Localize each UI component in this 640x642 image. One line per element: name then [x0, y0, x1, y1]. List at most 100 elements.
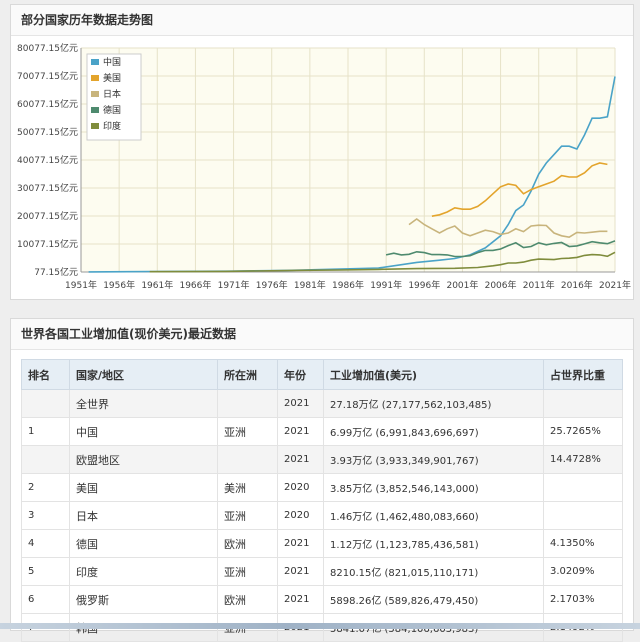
x-tick-label: 2011年	[523, 279, 555, 291]
rank-cell: 1	[21, 417, 70, 446]
col-country: 国家/地区	[69, 359, 218, 390]
value-cell: 3.93万亿 (3,933,349,901,767)	[323, 445, 544, 474]
table-row: 4 德国 欧洲 2021 1.12万亿 (1,123,785,436,581) 4.135…	[21, 529, 623, 558]
y-tick-label: 30077.15亿元	[17, 182, 78, 194]
legend-label: 中国	[103, 56, 121, 68]
year-cell: 2021	[277, 445, 324, 474]
year-cell: 2021	[277, 585, 324, 614]
country-cell: 俄罗斯	[69, 585, 218, 614]
continent-cell: 欧洲	[217, 529, 278, 558]
y-tick-label: 70077.15亿元	[17, 70, 78, 82]
year-cell: 2021	[277, 529, 324, 558]
country-cell: 德国	[69, 529, 218, 558]
country-cell: 中国	[69, 417, 218, 446]
x-tick-label: 2016年	[561, 279, 593, 291]
continent-cell: 亚洲	[217, 557, 278, 586]
table-row: 5 印度 亚洲 2021 8210.15亿 (821,015,110,171) 3.020…	[21, 557, 623, 586]
value-cell: 1.12万亿 (1,123,785,436,581)	[323, 529, 544, 558]
legend-swatch	[91, 75, 99, 81]
y-tick-label: 40077.15亿元	[17, 154, 78, 166]
table-row: 6 俄罗斯 欧洲 2021 5898.26亿 (589,826,479,450) 2.17…	[21, 585, 623, 614]
rank-cell	[21, 389, 70, 418]
x-tick-label: 2001年	[446, 279, 478, 291]
value-cell: 5898.26亿 (589,826,479,450)	[323, 585, 544, 614]
table-row: 2 美国 美洲 2020 3.85万亿 (3,852,546,143,000)	[21, 473, 623, 502]
horizontal-scrollbar[interactable]	[0, 623, 640, 629]
table-header-row: 排名 国家/地区 所在洲 年份 工业增加值(美元) 占世界比重	[21, 359, 623, 390]
col-rank: 排名	[21, 359, 70, 390]
col-continent: 所在洲	[217, 359, 278, 390]
industry-value-table: 排名 国家/地区 所在洲 年份 工业增加值(美元) 占世界比重 全世界 2021 2…	[21, 359, 623, 642]
series-line-1	[431, 162, 608, 217]
legend-swatch	[91, 59, 99, 65]
legend-swatch	[91, 107, 99, 113]
value-cell: 1.46万亿 (1,462,480,083,660)	[323, 501, 544, 530]
rank-cell: 3	[21, 501, 70, 530]
legend-swatch	[91, 91, 99, 97]
line-chart: 1951年 1956年 1961年 1966年 1971年 1976年 1981年 1986年…	[17, 42, 631, 291]
share-cell: 14.4728%	[543, 445, 623, 474]
y-tick-label: 80077.15亿元	[17, 42, 78, 54]
country-cell: 日本	[69, 501, 218, 530]
share-cell	[543, 501, 623, 530]
x-tick-label: 1986年	[332, 279, 364, 291]
value-cell: 27.18万亿 (27,177,562,103,485)	[323, 389, 544, 418]
continent-cell: 亚洲	[217, 417, 278, 446]
legend-label: 德国	[103, 104, 121, 116]
series-line-2	[408, 218, 608, 239]
year-cell: 2021	[277, 557, 324, 586]
year-cell: 2020	[277, 473, 324, 502]
x-tick-label: 1971年	[218, 279, 250, 291]
continent-cell: 欧洲	[217, 585, 278, 614]
col-year: 年份	[277, 359, 324, 390]
value-cell: 6.99万亿 (6,991,843,696,697)	[323, 417, 544, 446]
table-row: 1 中国 亚洲 2021 6.99万亿 (6,991,843,696,697) 25.72…	[21, 417, 623, 446]
x-tick-label: 1961年	[141, 279, 173, 291]
table-row: 全世界 2021 27.18万亿 (27,177,562,103,485)	[21, 389, 623, 418]
rank-cell: 5	[21, 557, 70, 586]
series-line-4	[149, 251, 616, 273]
continent-cell: 亚洲	[217, 501, 278, 530]
share-cell: 3.0209%	[543, 557, 623, 586]
col-value: 工业增加值(美元)	[323, 359, 544, 390]
value-cell: 8210.15亿 (821,015,110,171)	[323, 557, 544, 586]
col-share: 占世界比重	[543, 359, 623, 390]
y-tick-label: 20077.15亿元	[17, 210, 78, 222]
x-tick-label: 1976年	[256, 279, 288, 291]
legend-label: 日本	[103, 88, 121, 100]
table-panel-title: 世界各国工业增加值(现价美元)最近数据	[11, 319, 633, 350]
share-cell: 2.1703%	[543, 585, 623, 614]
year-cell: 2021	[277, 417, 324, 446]
value-cell: 3.85万亿 (3,852,546,143,000)	[323, 473, 544, 502]
rank-cell: 4	[21, 529, 70, 558]
share-cell: 25.7265%	[543, 417, 623, 446]
series-line-0	[88, 76, 616, 273]
rank-cell: 6	[21, 585, 70, 614]
chart-panel: 部分国家历年数据走势图 1951年 1956年 1961年 1966年 1971年 197…	[10, 4, 634, 300]
country-cell: 印度	[69, 557, 218, 586]
year-cell: 2021	[277, 389, 324, 418]
country-cell: 美国	[69, 473, 218, 502]
y-tick-label: 60077.15亿元	[17, 98, 78, 110]
table-row: 欧盟地区 2021 3.93万亿 (3,933,349,901,767) 14.472…	[21, 445, 623, 474]
y-tick-label: 50077.15亿元	[17, 126, 78, 138]
share-cell	[543, 389, 623, 418]
legend-swatch	[91, 123, 99, 129]
rank-cell	[21, 445, 70, 474]
country-cell: 全世界	[69, 389, 218, 418]
share-cell: 4.1350%	[543, 529, 623, 558]
continent-cell	[217, 445, 278, 474]
legend-label: 美国	[103, 72, 121, 84]
continent-cell: 美洲	[217, 473, 278, 502]
chart-panel-title: 部分国家历年数据走势图	[11, 5, 633, 36]
x-tick-label: 2021年	[599, 279, 631, 291]
x-tick-label: 1956年	[103, 279, 135, 291]
x-tick-label: 1991年	[370, 279, 402, 291]
continent-cell	[217, 389, 278, 418]
x-tick-label: 1951年	[65, 279, 97, 291]
table-panel: 世界各国工业增加值(现价美元)最近数据 排名 国家/地区 所在洲 年份 工业增加…	[10, 318, 634, 642]
x-tick-label: 2006年	[485, 279, 517, 291]
legend-label: 印度	[103, 120, 121, 132]
series-line-3	[385, 240, 616, 258]
x-tick-label: 1981年	[294, 279, 326, 291]
